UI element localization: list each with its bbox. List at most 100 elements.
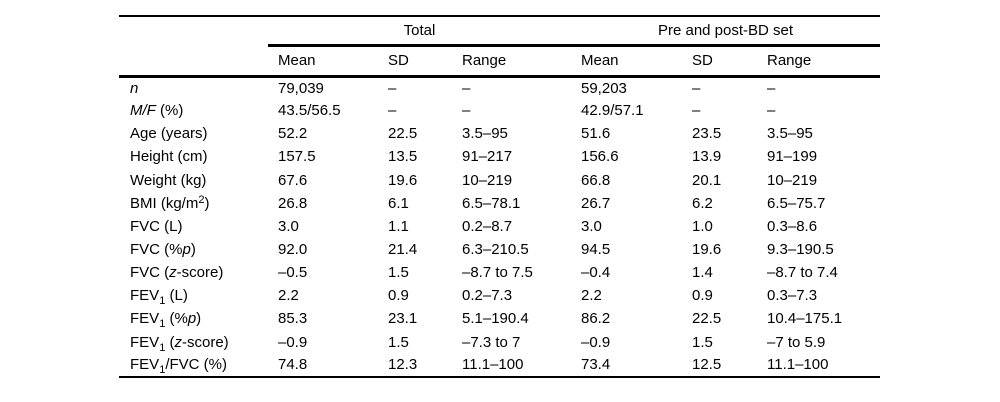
row-label: FEV1 (L) <box>130 287 188 308</box>
data-cell: 23.1 <box>388 310 418 328</box>
row-label: FEV1 (z-score) <box>130 333 229 354</box>
row-label: FEV1/FVC (%) <box>130 356 227 377</box>
data-cell: 19.6 <box>388 171 418 189</box>
data-cell: –8.7 to 7.4 <box>767 264 838 282</box>
data-cell: 6.1 <box>388 194 409 212</box>
data-cell: 19.6 <box>692 241 722 259</box>
data-cell: 67.6 <box>278 171 308 189</box>
data-cell: 66.8 <box>581 171 611 189</box>
data-cell: 0.3–8.6 <box>767 217 818 235</box>
data-cell: 2.2 <box>581 287 602 305</box>
corner-empty-cell <box>119 16 268 45</box>
col-header-prepost-range: Range <box>757 45 881 78</box>
data-cell: 42.9/57.1 <box>581 102 644 120</box>
table-row: FEV1 (L) 2.2 0.9 0.2–7.3 2.2 0.9 0.3–7.3 <box>119 284 880 307</box>
row-label: BMI (kg/m2) <box>130 193 210 212</box>
data-cell: 1.4 <box>692 264 713 282</box>
data-cell: –7.3 to 7 <box>462 333 521 351</box>
data-cell: 156.6 <box>581 148 619 166</box>
data-cell: 13.9 <box>692 148 722 166</box>
data-cell: 10.4–175.1 <box>767 310 843 328</box>
col-header-prepost-sd: SD <box>682 45 757 78</box>
row-label: FVC (%p) <box>130 241 196 259</box>
data-cell: 23.5 <box>692 125 722 143</box>
data-cell: 22.5 <box>692 310 722 328</box>
data-cell: 1.5 <box>692 333 713 351</box>
data-cell: 1.5 <box>388 264 409 282</box>
row-label: M/F (%) <box>130 102 184 120</box>
data-cell: 12.5 <box>692 356 722 374</box>
data-cell: 2.2 <box>278 287 299 305</box>
data-cell: 0.2–7.3 <box>462 287 513 305</box>
row-label-header-cell <box>119 45 268 78</box>
table-row: FEV1/FVC (%) 74.8 12.3 11.1–100 73.4 12.5 11.1… <box>119 354 880 377</box>
column-header-row: Mean SD Range Mean SD Range <box>119 45 881 78</box>
data-cell: 10–219 <box>462 171 513 189</box>
group-header-pre-post-bd: Pre and post-BD set <box>571 16 881 47</box>
data-cell: –0.9 <box>581 333 611 351</box>
table-body: n 79,039 – – 59,203 – – M/F (%) 43.5/56.5 – – 42.9/… <box>119 76 880 377</box>
table-row: FVC (z-score) –0.5 1.5 –8.7 to 7.5 –0.4 1.4 –8… <box>119 261 880 284</box>
row-label: Height (cm) <box>130 148 208 166</box>
data-cell: 10–219 <box>767 171 818 189</box>
table-row: BMI (kg/m2) 26.8 6.1 6.5–78.1 26.7 6.2 6.5–75.… <box>119 192 880 215</box>
table-row: FVC (%p) 92.0 21.4 6.3–210.5 94.5 19.6 9.3–190… <box>119 238 880 261</box>
table-row: n 79,039 – – 59,203 – – <box>119 76 880 99</box>
table-row: Age (years) 52.2 22.5 3.5–95 51.6 23.5 3.5–95 <box>119 122 880 145</box>
row-label: FVC (z-score) <box>130 264 224 282</box>
group-header-row: Total Pre and post-BD set <box>119 16 881 47</box>
data-cell: –8.7 to 7.5 <box>462 264 533 282</box>
data-cell: 0.9 <box>692 287 713 305</box>
data-cell: –0.4 <box>581 264 611 282</box>
data-cell: 0.2–8.7 <box>462 217 513 235</box>
data-cell: 3.5–95 <box>767 125 813 143</box>
data-cell: 6.5–78.1 <box>462 194 521 212</box>
row-label: FVC (L) <box>130 217 183 235</box>
data-cell: 11.1–100 <box>462 356 524 374</box>
data-cell: 73.4 <box>581 356 611 374</box>
data-cell: 94.5 <box>581 241 611 259</box>
data-cell: 91–199 <box>767 148 818 166</box>
data-cell: 1.5 <box>388 333 409 351</box>
table-row: Height (cm) 157.5 13.5 91–217 156.6 13.9 91–19… <box>119 145 880 168</box>
data-cell: 0.9 <box>388 287 409 305</box>
data-cell: – <box>462 102 471 120</box>
data-cell: –7 to 5.9 <box>767 333 826 351</box>
data-cell: 6.3–210.5 <box>462 241 529 259</box>
data-cell: 13.5 <box>388 148 418 166</box>
data-cell: 0.3–7.3 <box>767 287 818 305</box>
data-cell: 92.0 <box>278 241 308 259</box>
data-cell: 11.1–100 <box>767 356 829 374</box>
table-row: FEV1 (z-score) –0.9 1.5 –7.3 to 7 –0.9 1.5 –7 … <box>119 331 880 354</box>
data-cell: 1.0 <box>692 217 713 235</box>
data-cell: 5.1–190.4 <box>462 310 529 328</box>
data-cell: – <box>767 102 776 120</box>
group-header-total: Total <box>268 16 571 47</box>
data-cell: 85.3 <box>278 310 308 328</box>
data-cell: 26.7 <box>581 194 611 212</box>
data-cell: 9.3–190.5 <box>767 241 834 259</box>
table-row: FVC (L) 3.0 1.1 0.2–8.7 3.0 1.0 0.3–8.6 <box>119 215 880 238</box>
data-cell: 52.2 <box>278 125 308 143</box>
row-label: n <box>130 79 139 97</box>
data-cell: 6.5–75.7 <box>767 194 826 212</box>
data-cell: – <box>462 79 471 97</box>
row-label: FEV1 (%p) <box>130 310 202 331</box>
data-cell: 6.2 <box>692 194 713 212</box>
row-label: Age (years) <box>130 125 208 143</box>
col-header-prepost-mean: Mean <box>571 45 682 78</box>
data-cell: 43.5/56.5 <box>278 102 341 120</box>
data-cell: – <box>388 102 397 120</box>
col-header-total-range: Range <box>452 45 571 78</box>
data-cell: –0.5 <box>278 264 308 282</box>
col-header-total-sd: SD <box>378 45 452 78</box>
data-cell: 157.5 <box>278 148 316 166</box>
data-cell: 3.0 <box>581 217 602 235</box>
data-cell: – <box>767 79 776 97</box>
data-cell: 3.5–95 <box>462 125 508 143</box>
data-cell: 1.1 <box>388 217 409 235</box>
summary-statistics-table: Total Pre and post-BD set Mean SD Range … <box>119 15 881 378</box>
data-cell: 26.8 <box>278 194 308 212</box>
row-label: Weight (kg) <box>130 171 207 189</box>
data-cell: 74.8 <box>278 356 308 374</box>
